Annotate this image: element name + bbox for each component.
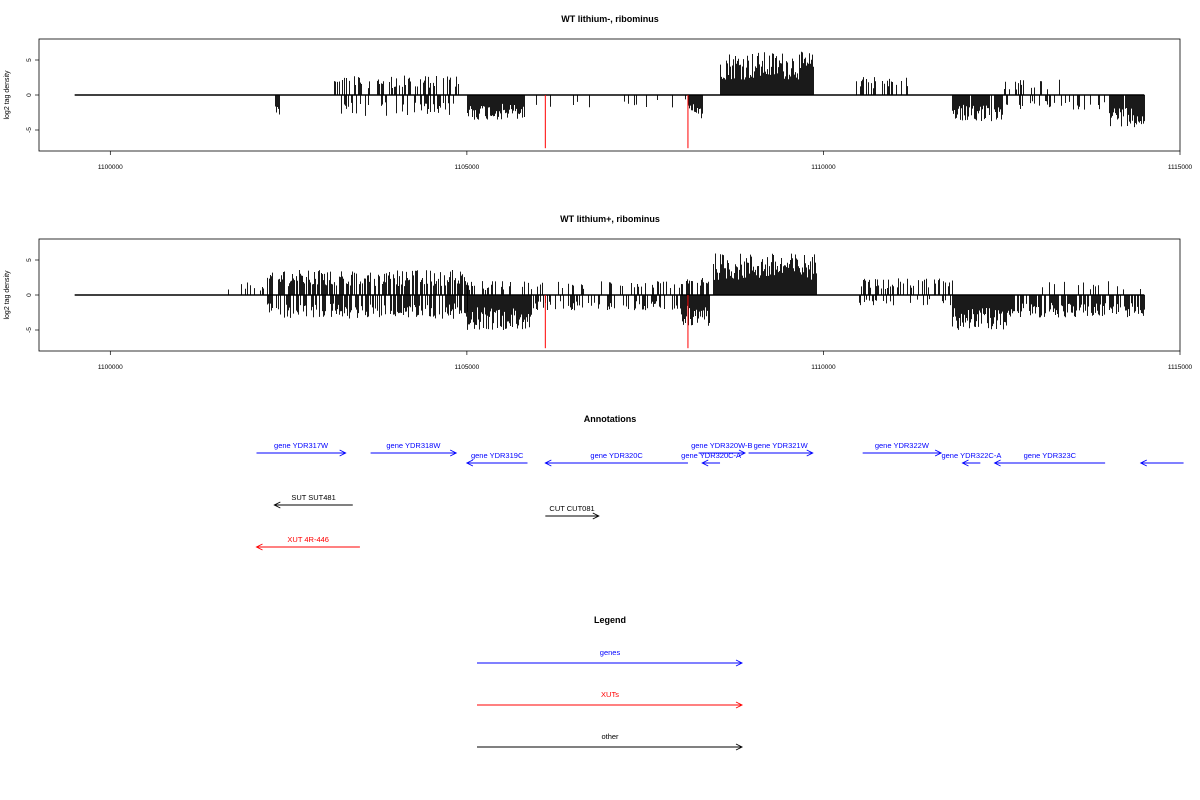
y-tick-label: 5 [26,258,33,262]
annotation-label: gene YDR322C-A [941,451,1001,460]
annotation-label: gene YDR320W-B [691,441,752,450]
y-axis-label: log2 tag density [4,270,11,320]
annotation-label: XUT 4R-446 [287,535,329,544]
annotation-label: gene YDR323C [1024,451,1077,460]
annotation-arrow [256,449,347,457]
annotation-arrow [993,459,1106,467]
annotation-label: gene YDR320C-A [681,451,741,460]
annotation-arrow [698,449,747,457]
annotation-label: gene YDR318W [386,441,441,450]
track-panel-lithium-plus: WT lithium+, ribominus -5 0 5 log2 tag dens… [4,214,1193,371]
x-tick-label: 1115000 [1168,364,1193,371]
x-tick-label: 1115000 [1168,164,1193,171]
annotation-arrow [1139,459,1184,467]
annotations-panel: Annotations gene YDR317W gene YDR318W gene… [255,414,1184,551]
annotation-arrow [465,459,528,467]
annotation-arrow [370,449,458,457]
x-tick-label: 1110000 [811,164,836,171]
annotations-title: Annotations [584,414,637,424]
annotation-label: gene YDR319C [471,451,524,460]
legend-label: XUTs [601,690,619,699]
annotation-arrow [701,459,721,467]
legend-arrow [477,659,744,667]
panel-title: WT lithium+, ribominus [560,214,660,224]
x-tick-label: 1110000 [811,364,836,371]
annotation-arrow [545,512,600,520]
annotation-arrow [862,449,943,457]
y-tick-label: -5 [26,327,33,333]
legend-panel: Legend genes XUTs other [477,615,744,751]
y-tick-label: 5 [26,58,33,62]
legend-arrow [477,701,744,709]
annotation-label: gene YDR321W [754,441,809,450]
annotation-arrow [273,501,353,509]
annotation-arrow [748,449,814,457]
annotation-label: gene YDR317W [274,441,329,450]
annotation-label: CUT CUT081 [549,504,594,513]
legend-label: genes [600,648,621,657]
y-tick-label: 0 [26,93,33,97]
track-panel-lithium-minus: WT lithium-, ribominus -5 0 5 log2 tag dens… [4,14,1193,171]
annotation-arrow [544,459,688,467]
legend-title: Legend [594,615,626,625]
y-tick-label: 0 [26,293,33,297]
annotation-arrow [255,543,360,551]
annotation-arrow [961,459,981,467]
annotation-label: gene YDR320C [590,451,643,460]
y-axis-label: log2 tag density [4,70,11,120]
x-tick-label: 1105000 [454,364,479,371]
legend-arrow [477,743,744,751]
panel-title: WT lithium-, ribominus [561,14,659,24]
legend-label: other [601,732,619,741]
y-tick-label: -5 [26,127,33,133]
annotation-label: SUT SUT481 [291,493,335,502]
x-tick-label: 1100000 [98,364,123,371]
x-tick-label: 1100000 [98,164,123,171]
x-tick-label: 1105000 [454,164,479,171]
annotation-label: gene YDR322W [875,441,930,450]
